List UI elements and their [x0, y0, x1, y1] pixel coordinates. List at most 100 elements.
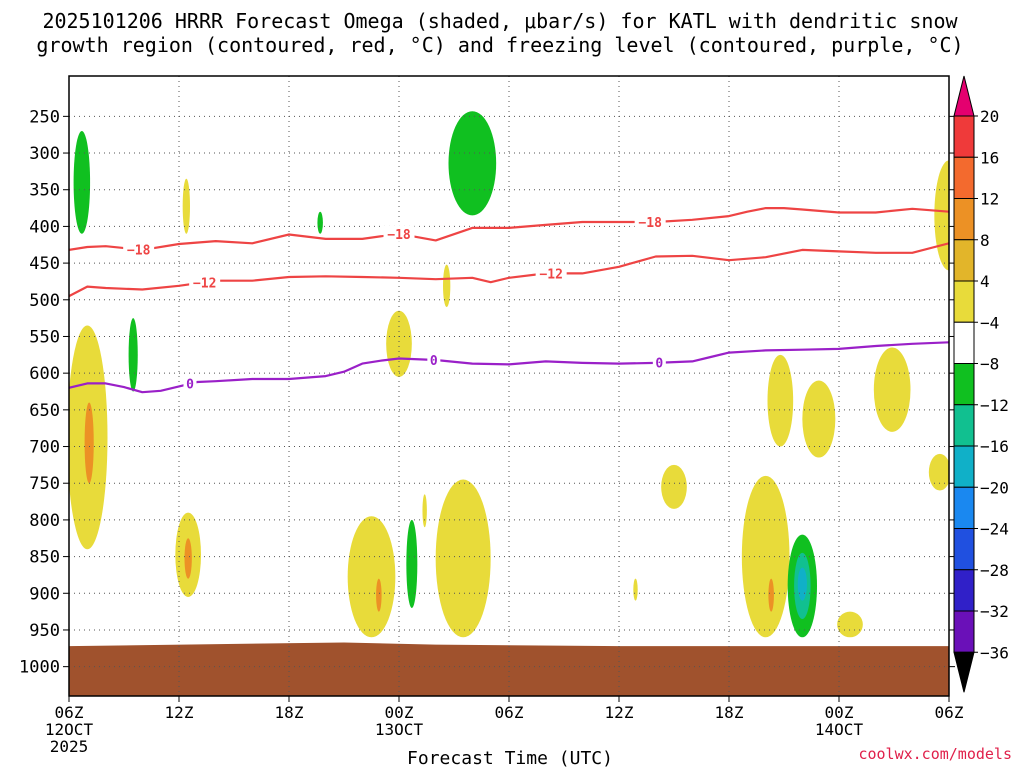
chart-title-line-2: growth region (contoured, red, °C) and f…: [36, 33, 964, 57]
x-tick-label-2: 18Z: [275, 703, 304, 722]
x-axis-title: Forecast Time (UTC): [407, 748, 613, 769]
omega-area-2: [317, 211, 323, 234]
contour-layer: −18 −18 −18 −12 −12 0 0 0: [69, 207, 949, 394]
colorbar-box-8: [953, 445, 975, 488]
omega-area-23: [873, 347, 911, 432]
y-tick-label-2: 350: [29, 181, 60, 201]
omega-area-19: [741, 475, 790, 638]
colorbar-label-7: −12: [980, 396, 1009, 415]
x-tick-label-1: 12Z: [165, 703, 194, 722]
x-tick-label-5: 12Z: [605, 703, 634, 722]
credit-link[interactable]: coolwx.com/models: [858, 745, 1012, 763]
colorbar-label-13: −36: [980, 643, 1009, 662]
y-tick-label-3: 400: [29, 217, 60, 237]
omega-area-1: [182, 178, 190, 234]
contour-label-2-1: 0: [430, 354, 438, 369]
colorbar-label-5: −4: [980, 313, 999, 332]
contour-label-0-2: −18: [638, 216, 662, 231]
omega-area-13: [376, 578, 382, 612]
colorbar-label-10: −24: [980, 520, 1009, 539]
colorbar-box-11: [953, 569, 975, 612]
contour-label-1-0: −12: [193, 276, 216, 291]
contour-label-bg-1-1: [535, 265, 567, 282]
x-tick-label-0: 06Z: [55, 703, 84, 722]
omega-shading-layer: [69, 111, 949, 696]
colorbar-label-11: −28: [980, 561, 1009, 580]
omega-area-21: [767, 354, 794, 447]
colorbar-box-5: [953, 321, 975, 364]
omega-area-17: [633, 578, 638, 601]
y-tick-label-12: 850: [29, 548, 60, 568]
contour-label-bg-2-2: [652, 354, 666, 371]
omega-area-20: [768, 578, 774, 612]
chart-title-line-1: 2025101206 HRRR Forecast Omega (shaded, …: [42, 9, 958, 33]
colorbar-box-2: [953, 198, 975, 241]
contour-label-0-1: −18: [387, 228, 411, 243]
omega-area-28: [837, 611, 863, 638]
x-tick-year-0: 2025: [50, 737, 89, 756]
omega-area-22: [802, 380, 836, 458]
x-tick-sublabel-0: 12OCT: [45, 720, 94, 739]
y-tick-label-7: 600: [29, 364, 60, 384]
colorbar-bottom-arrow: [953, 651, 975, 693]
omega-area-12: [347, 516, 396, 638]
contour-label-bg-0-0: [123, 241, 155, 258]
colorbar-label-12: −32: [980, 602, 1009, 621]
y-tick-label-10: 750: [29, 474, 60, 494]
colorbar: 20 16 12 8 4 −4 −8 −12 −16 −20 −24 −28 −32 −36: [953, 75, 1009, 693]
omega-area-3: [448, 111, 497, 216]
y-tick-label-6: 550: [29, 327, 60, 347]
colorbar-box-6: [953, 363, 975, 406]
colorbar-box-7: [953, 404, 975, 447]
omega-area-7: [128, 318, 138, 392]
colorbar-box-3: [953, 239, 975, 282]
colorbar-box-12: [953, 610, 975, 653]
contour-label-bg-2-1: [427, 351, 441, 368]
y-tick-label-15: 1000: [19, 658, 60, 678]
omega-area-11: [184, 538, 192, 579]
colorbar-label-1: 16: [980, 148, 999, 167]
x-tick-sublabel-7: 14OCT: [815, 720, 864, 739]
omega-area-27: [797, 567, 807, 601]
contour-label-bg-1-0: [189, 274, 221, 291]
axes: 250 300 350 400 450 500 550 600 650 700 750 800 850 9…: [19, 75, 964, 756]
colorbar-label-4: 4: [980, 272, 990, 291]
y-tick-label-11: 800: [29, 511, 60, 531]
x-tick-label-6: 18Z: [715, 703, 744, 722]
colorbar-box-1: [953, 156, 975, 199]
y-tick-label-9: 700: [29, 438, 60, 458]
colorbar-label-0: 20: [980, 107, 999, 126]
y-tick-label-4: 450: [29, 254, 60, 274]
x-tick-label-7: 00Z: [825, 703, 854, 722]
contour-label-0-0: −18: [127, 244, 151, 259]
omega-area-18: [661, 464, 687, 509]
y-tick-label-13: 900: [29, 584, 60, 604]
x-tick-label-8: 06Z: [935, 703, 964, 722]
colorbar-box-0: [953, 115, 975, 158]
omega-area-16: [435, 479, 491, 638]
colorbar-label-9: −20: [980, 478, 1009, 497]
colorbar-box-4: [953, 280, 975, 323]
y-tick-label-14: 950: [29, 621, 60, 641]
colorbar-label-6: −8: [980, 355, 999, 374]
colorbar-label-8: −16: [980, 437, 1009, 456]
contour-label-bg-0-1: [383, 225, 415, 242]
contour-label-bg-0-2: [634, 214, 666, 231]
contour-line-0: [69, 207, 949, 251]
colorbar-top-arrow: [953, 75, 975, 117]
contour-label-1-1: −12: [539, 267, 562, 282]
y-tick-label-5: 500: [29, 291, 60, 311]
omega-area-5: [934, 160, 949, 271]
colorbar-box-9: [953, 486, 975, 529]
y-tick-label-0: 250: [29, 107, 60, 127]
y-tick-label-1: 300: [29, 144, 60, 164]
omega-area-14: [406, 519, 418, 608]
ground-area: [69, 642, 949, 696]
x-tick-label-3: 00Z: [385, 703, 414, 722]
omega-area-4: [443, 264, 451, 308]
omega-area-24: [928, 453, 949, 491]
colorbar-label-3: 8: [980, 231, 990, 250]
colorbar-box-10: [953, 528, 975, 571]
x-tick-label-4: 06Z: [495, 703, 524, 722]
